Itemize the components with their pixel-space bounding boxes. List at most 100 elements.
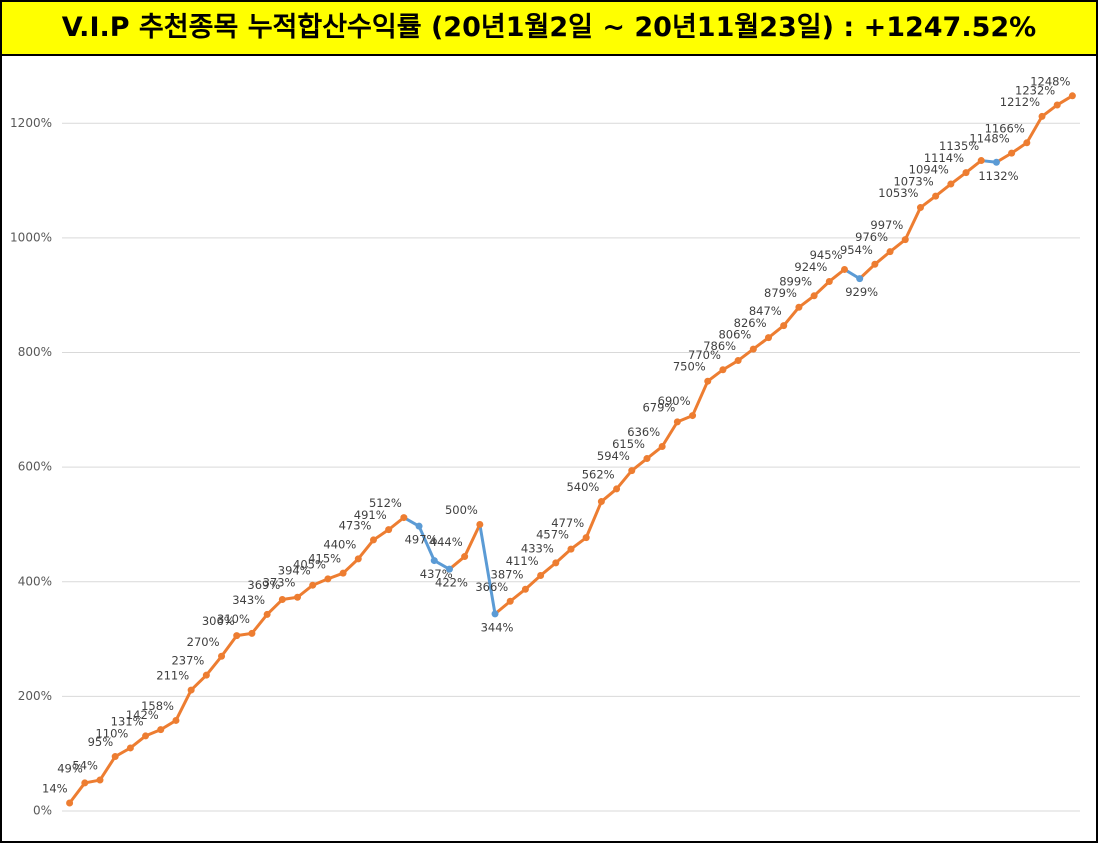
point <box>172 716 180 724</box>
data-label: 477% <box>551 516 584 530</box>
line-segment <box>615 469 634 491</box>
y-tick-label: 200% <box>18 689 52 703</box>
data-label: 142% <box>126 708 159 722</box>
point <box>1038 112 1046 120</box>
data-label: 1094% <box>909 163 949 177</box>
data-label: 826% <box>734 316 767 330</box>
data-label: 366% <box>475 580 508 594</box>
point <box>263 610 271 618</box>
point <box>932 192 940 200</box>
point <box>658 443 666 451</box>
data-label: 270% <box>187 635 220 649</box>
data-label: 306% <box>202 614 235 628</box>
data-label: 473% <box>339 518 372 532</box>
point <box>400 514 408 522</box>
point <box>749 345 757 353</box>
data-label: 422% <box>435 576 468 590</box>
line-segment <box>782 305 801 328</box>
data-label: 54% <box>72 759 98 773</box>
data-label: 636% <box>627 425 660 439</box>
point <box>947 180 955 188</box>
data-label: 437% <box>420 567 453 581</box>
chart: 0% 200% 400% 600% 800% 1000% 1200% 14% 49%54% 95%… <box>10 74 1080 818</box>
data-label: 512% <box>369 496 402 510</box>
point <box>840 265 848 273</box>
point <box>689 412 697 420</box>
data-label: 211% <box>156 669 189 683</box>
point <box>309 581 317 589</box>
data-label: 679% <box>642 400 675 414</box>
point <box>856 275 864 283</box>
point <box>202 671 210 679</box>
point <box>582 534 590 542</box>
line-segment <box>417 524 436 563</box>
point <box>901 236 909 244</box>
point <box>278 596 286 604</box>
line-segment <box>691 379 710 418</box>
point <box>1053 101 1061 109</box>
point <box>825 277 833 285</box>
data-label: 540% <box>566 480 599 494</box>
data-label: 899% <box>779 274 812 288</box>
data-label: 594% <box>597 449 630 463</box>
data-label: 411% <box>506 554 539 568</box>
point <box>810 292 818 300</box>
line-segment <box>250 612 269 635</box>
data-label: 433% <box>521 541 554 555</box>
point <box>187 686 195 694</box>
line-segment <box>189 673 208 692</box>
point <box>992 158 1000 166</box>
point <box>445 565 453 573</box>
point <box>521 585 529 593</box>
data-label: 1212% <box>1000 95 1040 109</box>
point <box>977 157 985 165</box>
line-segment <box>98 755 117 782</box>
point <box>962 169 970 177</box>
point <box>476 520 484 528</box>
point <box>294 593 302 601</box>
data-label: 1166% <box>985 121 1025 135</box>
line-segment <box>660 420 679 449</box>
data-label: 690% <box>658 394 691 408</box>
line-segment <box>478 522 497 616</box>
data-label: 615% <box>612 437 645 451</box>
data-label: 110% <box>95 726 128 740</box>
data-label: 1232% <box>1015 83 1055 97</box>
data-label: 344% <box>481 620 514 634</box>
point <box>1023 139 1031 147</box>
point <box>385 526 393 534</box>
point <box>369 536 377 544</box>
y-tick-label: 1000% <box>10 230 52 244</box>
point <box>157 726 165 734</box>
point <box>111 753 119 761</box>
data-label: 491% <box>354 508 387 522</box>
point <box>81 779 89 787</box>
data-label: 440% <box>323 537 356 551</box>
data-label: 444% <box>430 535 463 549</box>
data-label: 497% <box>405 533 438 547</box>
data-label: 1073% <box>893 175 933 189</box>
data-label: 1248% <box>1030 74 1070 88</box>
data-label: 1114% <box>924 151 964 165</box>
data-label: 158% <box>141 699 174 713</box>
data-label: 457% <box>536 528 569 542</box>
data-label: 387% <box>491 568 524 582</box>
data-label: 131% <box>111 714 144 728</box>
data-label: 95% <box>88 735 114 749</box>
data-label: 1053% <box>878 186 918 200</box>
data-label: 1132% <box>978 169 1018 183</box>
data-label: 1148% <box>969 132 1009 146</box>
data-label: 562% <box>582 467 615 481</box>
data-label: 929% <box>845 285 878 299</box>
line-segment <box>903 206 922 242</box>
point <box>354 555 362 563</box>
point <box>871 260 879 268</box>
line-segment <box>265 598 284 616</box>
data-label: 14% <box>42 781 68 795</box>
data-label: 500% <box>445 503 478 517</box>
line-segment <box>204 654 224 677</box>
data-label: 405% <box>293 557 326 571</box>
point <box>324 575 332 583</box>
data-label: 237% <box>171 654 204 668</box>
